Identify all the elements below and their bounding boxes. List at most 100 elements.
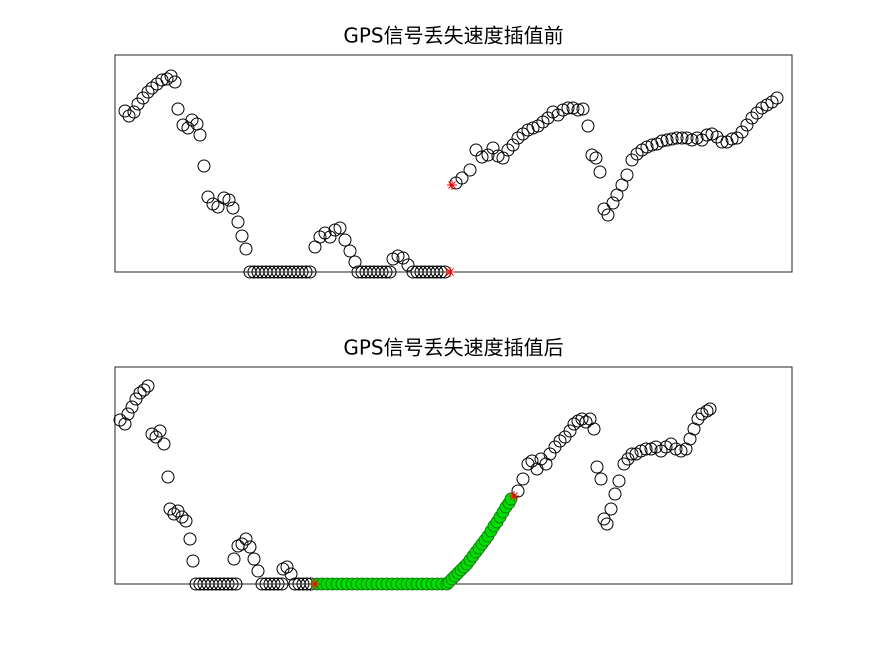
circle-marker — [675, 131, 689, 145]
circle-marker — [735, 125, 749, 139]
circle-marker — [715, 135, 729, 149]
circle-marker — [617, 457, 631, 471]
circle-marker — [193, 128, 207, 142]
circle-marker — [579, 415, 593, 429]
circle-marker — [186, 554, 200, 568]
circle-marker — [571, 103, 585, 117]
circle-marker — [271, 577, 285, 591]
circle-marker — [221, 577, 235, 591]
circle-marker — [475, 150, 489, 164]
star-marker — [310, 579, 320, 589]
circle-marker — [313, 230, 327, 244]
circle-marker — [133, 386, 147, 400]
circle-marker — [338, 233, 352, 247]
star-stroke — [448, 181, 456, 189]
circle-marker — [231, 215, 245, 229]
circle-marker — [620, 168, 634, 182]
circle-marker — [121, 407, 135, 421]
circle-marker — [239, 242, 253, 256]
circle-marker — [576, 102, 590, 116]
circle-marker — [141, 85, 155, 99]
circle-marker — [160, 72, 174, 86]
chart-title: GPS信号丢失速度插值后 — [343, 336, 563, 360]
circle-marker — [551, 108, 565, 122]
circle-marker — [655, 134, 669, 148]
circle-marker — [168, 75, 182, 89]
circle-marker — [323, 230, 337, 244]
circle-marker — [185, 113, 199, 127]
circle-marker — [137, 383, 151, 397]
circle-marker — [251, 564, 265, 578]
circle-marker — [175, 510, 189, 524]
circle-marker — [536, 115, 550, 129]
circle-marker — [145, 81, 159, 95]
circle-marker — [197, 159, 211, 173]
circle-marker — [145, 427, 159, 441]
circle-marker — [333, 221, 347, 235]
circle-marker — [179, 514, 193, 528]
circle-marker — [383, 265, 397, 279]
circle-marker — [575, 412, 589, 426]
circle-marker — [553, 434, 567, 448]
axes-box — [114, 366, 793, 585]
circle-marker — [506, 138, 520, 152]
circle-marker — [181, 121, 195, 135]
circle-marker — [691, 412, 705, 426]
circle-marker — [455, 171, 469, 185]
circle-marker — [167, 507, 181, 521]
circle-marker — [700, 404, 714, 418]
circle-marker — [481, 148, 495, 162]
circle-marker — [589, 151, 603, 165]
circle-marker — [267, 577, 281, 591]
circle-marker — [239, 532, 253, 546]
circle-marker — [141, 379, 155, 393]
star-marker — [509, 491, 519, 501]
star-marker — [445, 267, 455, 277]
circle-marker — [608, 487, 622, 501]
circle-marker — [163, 502, 177, 516]
circle-marker — [496, 151, 510, 165]
circle-marker — [227, 552, 241, 566]
circle-marker — [587, 422, 601, 436]
circle-marker — [235, 537, 249, 551]
star-stroke — [311, 580, 319, 588]
circle-marker — [660, 133, 674, 147]
circle-marker — [348, 255, 362, 269]
circle-marker — [700, 128, 714, 142]
circle-marker — [625, 447, 639, 461]
circle-marker — [740, 118, 754, 132]
circle-marker — [463, 163, 477, 177]
circle-marker — [222, 193, 236, 207]
circle-marker — [665, 132, 679, 146]
circle-marker — [563, 424, 577, 438]
circle-marker — [511, 131, 525, 145]
circle-marker — [561, 101, 575, 115]
circle-marker — [280, 560, 294, 574]
circle-marker — [229, 577, 243, 591]
circle-marker — [379, 265, 393, 279]
circle-marker — [621, 452, 635, 466]
circle-marker — [695, 133, 709, 147]
circle-marker — [581, 119, 595, 133]
circle-marker — [153, 424, 167, 438]
circle-marker — [296, 577, 310, 591]
circle-marker — [295, 265, 309, 279]
star-marker — [447, 180, 457, 190]
circle-marker — [593, 165, 607, 179]
circle-marker — [765, 95, 779, 109]
circle-marker — [745, 111, 759, 125]
circle-marker — [725, 132, 739, 146]
circle-marker — [247, 552, 261, 566]
circle-marker — [299, 265, 313, 279]
circle-marker — [303, 265, 317, 279]
circle-marker — [664, 437, 678, 451]
circle-marker — [612, 474, 626, 488]
circle-marker — [127, 105, 141, 119]
circle-marker — [511, 484, 525, 498]
circle-marker — [157, 437, 171, 451]
circle-marker — [118, 417, 132, 431]
circle-marker — [118, 104, 132, 118]
circle-marker — [243, 540, 257, 554]
circle-marker — [590, 460, 604, 474]
